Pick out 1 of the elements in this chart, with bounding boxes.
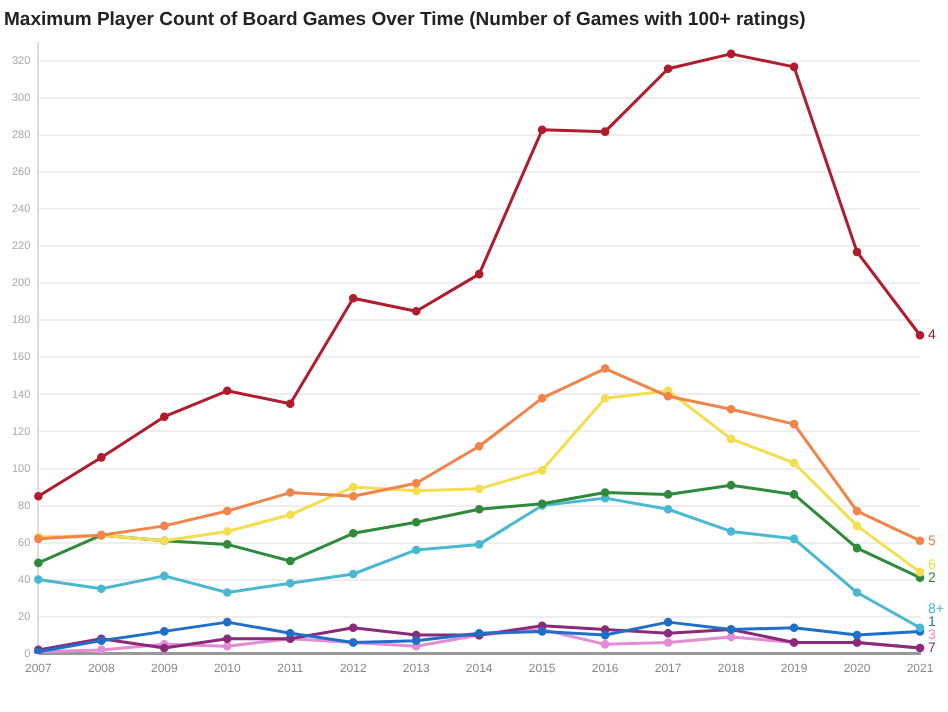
chart-title: Maximum Player Count of Board Games Over Time (Number of Games with 100+ ratings)	[4, 8, 806, 31]
